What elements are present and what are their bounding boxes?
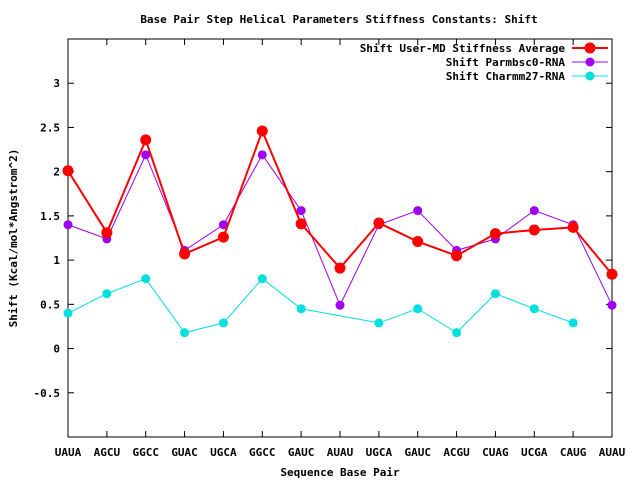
data-point bbox=[141, 274, 151, 284]
x-tick-label: GGCC bbox=[249, 446, 276, 459]
y-tick-label: 3 bbox=[53, 77, 60, 90]
data-point bbox=[452, 328, 462, 338]
x-tick-label: AUAU bbox=[327, 446, 354, 459]
y-tick-label: 2 bbox=[53, 166, 60, 179]
x-tick-label: CAUG bbox=[560, 446, 587, 459]
x-tick-label: GAUC bbox=[288, 446, 315, 459]
data-point bbox=[295, 218, 307, 230]
series-1 bbox=[62, 125, 618, 280]
data-point bbox=[490, 289, 500, 299]
legend-label: Shift Charmm27-RNA bbox=[446, 70, 566, 83]
data-point bbox=[373, 217, 385, 229]
legend-label: Shift User-MD Stiffness Average bbox=[360, 42, 566, 55]
data-point bbox=[102, 289, 112, 299]
legend-label: Shift Parmbsc0-RNA bbox=[446, 56, 566, 69]
data-point bbox=[101, 227, 113, 239]
data-point bbox=[529, 206, 539, 216]
x-tick-label: UGCA bbox=[366, 446, 393, 459]
x-tick-label: UGCA bbox=[210, 446, 237, 459]
x-axis: UAUA AGCU GGCC GUAC UGCA GGCC GAUC AUAU UGCA GAUC… bbox=[55, 39, 626, 459]
y-tick-label: 1 bbox=[53, 254, 60, 267]
x-tick-label: GAUC bbox=[404, 446, 431, 459]
data-point bbox=[606, 268, 618, 280]
data-point bbox=[218, 220, 228, 230]
chart-title: Base Pair Step Helical Parameters Stiffn… bbox=[140, 13, 537, 26]
data-point bbox=[296, 206, 306, 216]
x-tick-label: AGCU bbox=[94, 446, 121, 459]
plot-frame bbox=[67, 38, 613, 438]
data-point bbox=[413, 206, 423, 216]
data-point bbox=[296, 304, 306, 314]
data-point bbox=[257, 274, 267, 284]
y-axis: -0.5 0 0.5 1 1.5 2 2.5 3 bbox=[34, 77, 612, 400]
series-line bbox=[67, 278, 574, 334]
legend-marker bbox=[585, 57, 595, 67]
x-tick-label: ACGU bbox=[443, 446, 470, 459]
data-point bbox=[413, 304, 423, 314]
x-axis-label: Sequence Base Pair bbox=[280, 466, 400, 479]
y-tick-label: 1.5 bbox=[40, 210, 60, 223]
data-point bbox=[63, 220, 73, 230]
x-tick-label: GUAC bbox=[171, 446, 198, 459]
x-tick-label: UAUA bbox=[55, 446, 82, 459]
data-point bbox=[528, 224, 540, 236]
y-tick-label: 0.5 bbox=[40, 298, 60, 311]
series-3 bbox=[63, 274, 578, 338]
y-tick-label: 0 bbox=[53, 343, 60, 356]
series-layer bbox=[62, 125, 618, 338]
data-point bbox=[62, 165, 74, 177]
y-tick-label: -0.5 bbox=[34, 387, 61, 400]
series-line bbox=[67, 128, 613, 275]
data-point bbox=[334, 262, 346, 274]
data-point bbox=[607, 300, 617, 310]
data-point bbox=[568, 318, 578, 328]
data-point bbox=[451, 250, 463, 262]
y-tick-label: 2.5 bbox=[40, 121, 60, 134]
data-point bbox=[412, 236, 424, 248]
x-tick-label: UCGA bbox=[521, 446, 548, 459]
x-tick-label: CUAG bbox=[482, 446, 509, 459]
legend-marker bbox=[584, 42, 596, 54]
data-point bbox=[335, 300, 345, 310]
x-tick-label: GGCC bbox=[132, 446, 159, 459]
data-point bbox=[374, 318, 384, 328]
data-point bbox=[140, 134, 152, 146]
data-point bbox=[489, 228, 501, 240]
data-point bbox=[218, 318, 228, 328]
data-point bbox=[257, 150, 267, 160]
data-point bbox=[529, 304, 539, 314]
y-axis-label: Shift (Kcal/mol*Angstrom^2) bbox=[7, 149, 20, 328]
data-point bbox=[63, 308, 73, 318]
data-point bbox=[217, 231, 229, 243]
data-point bbox=[567, 221, 579, 233]
data-point bbox=[256, 125, 268, 137]
x-tick-label: AUAU bbox=[599, 446, 626, 459]
legend-marker bbox=[585, 71, 595, 81]
data-point bbox=[141, 150, 151, 160]
data-point bbox=[179, 248, 191, 260]
data-point bbox=[180, 328, 190, 338]
